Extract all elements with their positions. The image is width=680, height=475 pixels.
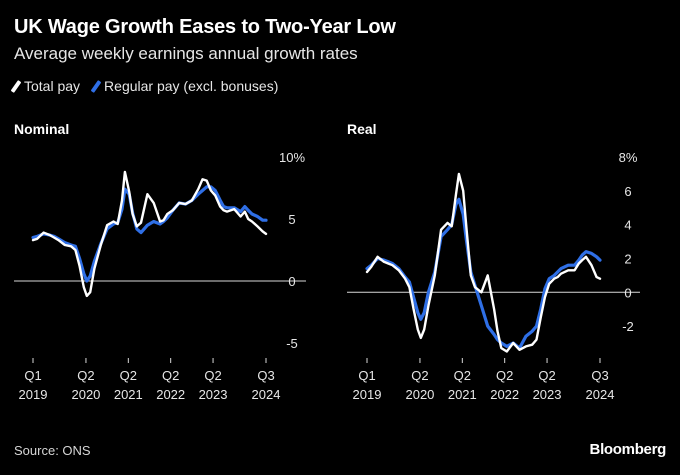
x-tick-label-year: 2021 (448, 387, 477, 402)
brand-logo: Bloomberg (589, 441, 667, 458)
series-line-total-pay (365, 172, 602, 353)
y-tick-label: 6 (624, 184, 631, 199)
y-tick-label: 4 (624, 218, 631, 233)
panel-title-nominal: Nominal (14, 121, 70, 137)
y-tick-label: 5 (288, 212, 295, 227)
x-tick-label-year: 2024 (252, 387, 281, 402)
x-tick-label-year: 2019 (19, 387, 48, 402)
x-tick-label-year: 2020 (71, 387, 100, 402)
series-line-regular-pay (365, 197, 602, 350)
chart-title: UK Wage Growth Eases to Two-Year Low (14, 16, 396, 38)
x-tick-label-quarter: Q3 (257, 368, 274, 383)
x-tick-label-quarter: Q2 (162, 368, 179, 383)
x-tick-label-year: 2022 (490, 387, 519, 402)
chart-real: 8% 6 4 2 0 -2 Q1 2019 Q2 2020 Q2 2021 Q2 2022 Q2 2023 Q3… (347, 150, 640, 402)
x-tick-label-quarter: Q2 (204, 368, 221, 383)
x-tick-label-year: 2020 (405, 387, 434, 402)
y-tick-label: 10% (279, 150, 305, 165)
x-tick-label-quarter: Q2 (454, 368, 471, 383)
x-tick-label-quarter: Q2 (120, 368, 137, 383)
x-tick-label-year: 2023 (199, 387, 228, 402)
y-tick-label: -5 (286, 336, 298, 351)
x-tick-label-quarter: Q2 (77, 368, 94, 383)
legend: Total pay Regular pay (excl. bonuses) (10, 78, 279, 94)
y-tick-label: 0 (288, 274, 295, 289)
legend-item-total-pay: Total pay (10, 78, 81, 94)
x-tick-label-quarter: Q2 (496, 368, 513, 383)
x-tick-label-quarter: Q1 (24, 368, 41, 383)
chart-nominal: 10% 5 0 -5 Q1 2019 Q2 2020 Q2 2021 Q2 2022 Q2 2023 Q3 2… (14, 150, 306, 402)
x-tick-label-year: 2023 (533, 387, 562, 402)
x-tick-label-year: 2022 (156, 387, 185, 402)
x-tick-label-quarter: Q3 (591, 368, 608, 383)
x-tick-label-quarter: Q1 (358, 368, 375, 383)
x-tick-label-quarter: Q2 (538, 368, 555, 383)
x-tick-label-year: 2019 (353, 387, 382, 402)
y-tick-label: 2 (624, 251, 631, 266)
x-tick-label-year: 2021 (114, 387, 143, 402)
series-line-total-pay (31, 170, 268, 298)
legend-item-regular-pay: Regular pay (excl. bonuses) (90, 78, 279, 94)
y-tick-label: 8% (619, 150, 638, 165)
legend-label-total-pay: Total pay (24, 78, 81, 94)
panel-title-real: Real (347, 121, 377, 137)
x-tick-label-year: 2024 (586, 387, 615, 402)
series-line-regular-pay (31, 185, 268, 283)
source-note: Source: ONS (14, 443, 91, 458)
x-tick-label-quarter: Q2 (411, 368, 428, 383)
y-tick-label: 0 (624, 285, 631, 300)
y-tick-label: -2 (622, 319, 634, 334)
legend-label-regular-pay: Regular pay (excl. bonuses) (104, 78, 279, 94)
chart-subtitle: Average weekly earnings annual growth ra… (14, 44, 358, 63)
